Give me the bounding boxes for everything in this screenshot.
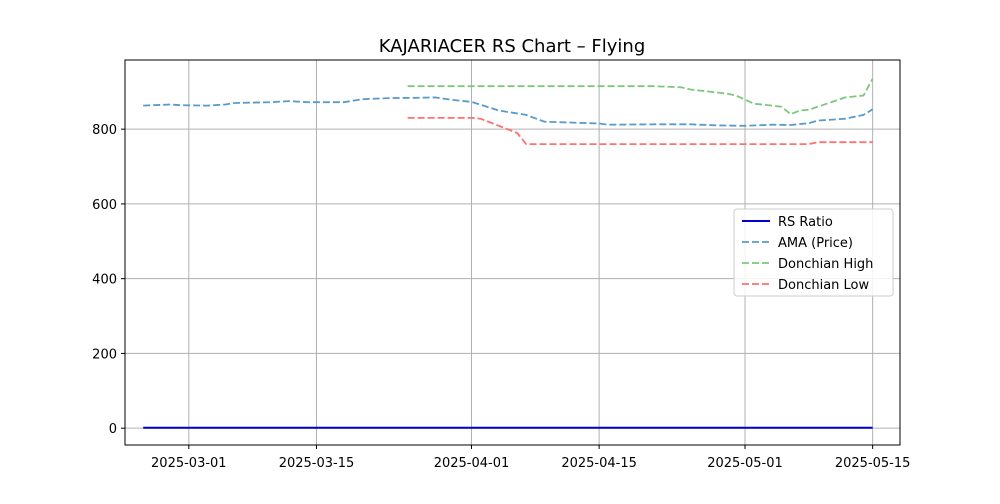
series-layer [143,78,874,429]
x-tick-label: 2025-03-01 [151,456,227,471]
y-tick-label: 600 [92,198,117,213]
x-tick-label: 2025-04-15 [561,456,637,471]
y-tick-label: 200 [92,347,117,362]
legend-box [733,208,894,297]
y-tick-label: 400 [92,273,117,288]
tick-layer: 2025-03-01 2025-03-15 2025-04-01 2025-04-15… [92,123,910,471]
x-tick-label: 2025-05-15 [835,456,911,471]
legend: RS Ratio AMA (Price) Donchian High Donchian… [733,208,894,297]
legend-label: Donchian Low [778,278,870,293]
legend-label: RS Ratio [778,215,833,230]
series-line-donchian-low [407,117,873,146]
y-tick-label: 800 [92,123,117,138]
plot-frame [124,59,901,446]
x-tick-label: 2025-04-01 [434,456,510,471]
legend-label: AMA (Price) [778,236,853,251]
x-tick-label: 2025-05-01 [707,456,783,471]
legend-label: Donchian High [778,257,873,272]
chart-title: KAJARIACER RS Chart – Flying [379,36,646,57]
series-line-ama-price [143,96,874,127]
x-tick-label: 2025-03-15 [279,456,355,471]
y-tick-label: 0 [109,422,117,437]
series-line-donchian-high [407,78,874,116]
